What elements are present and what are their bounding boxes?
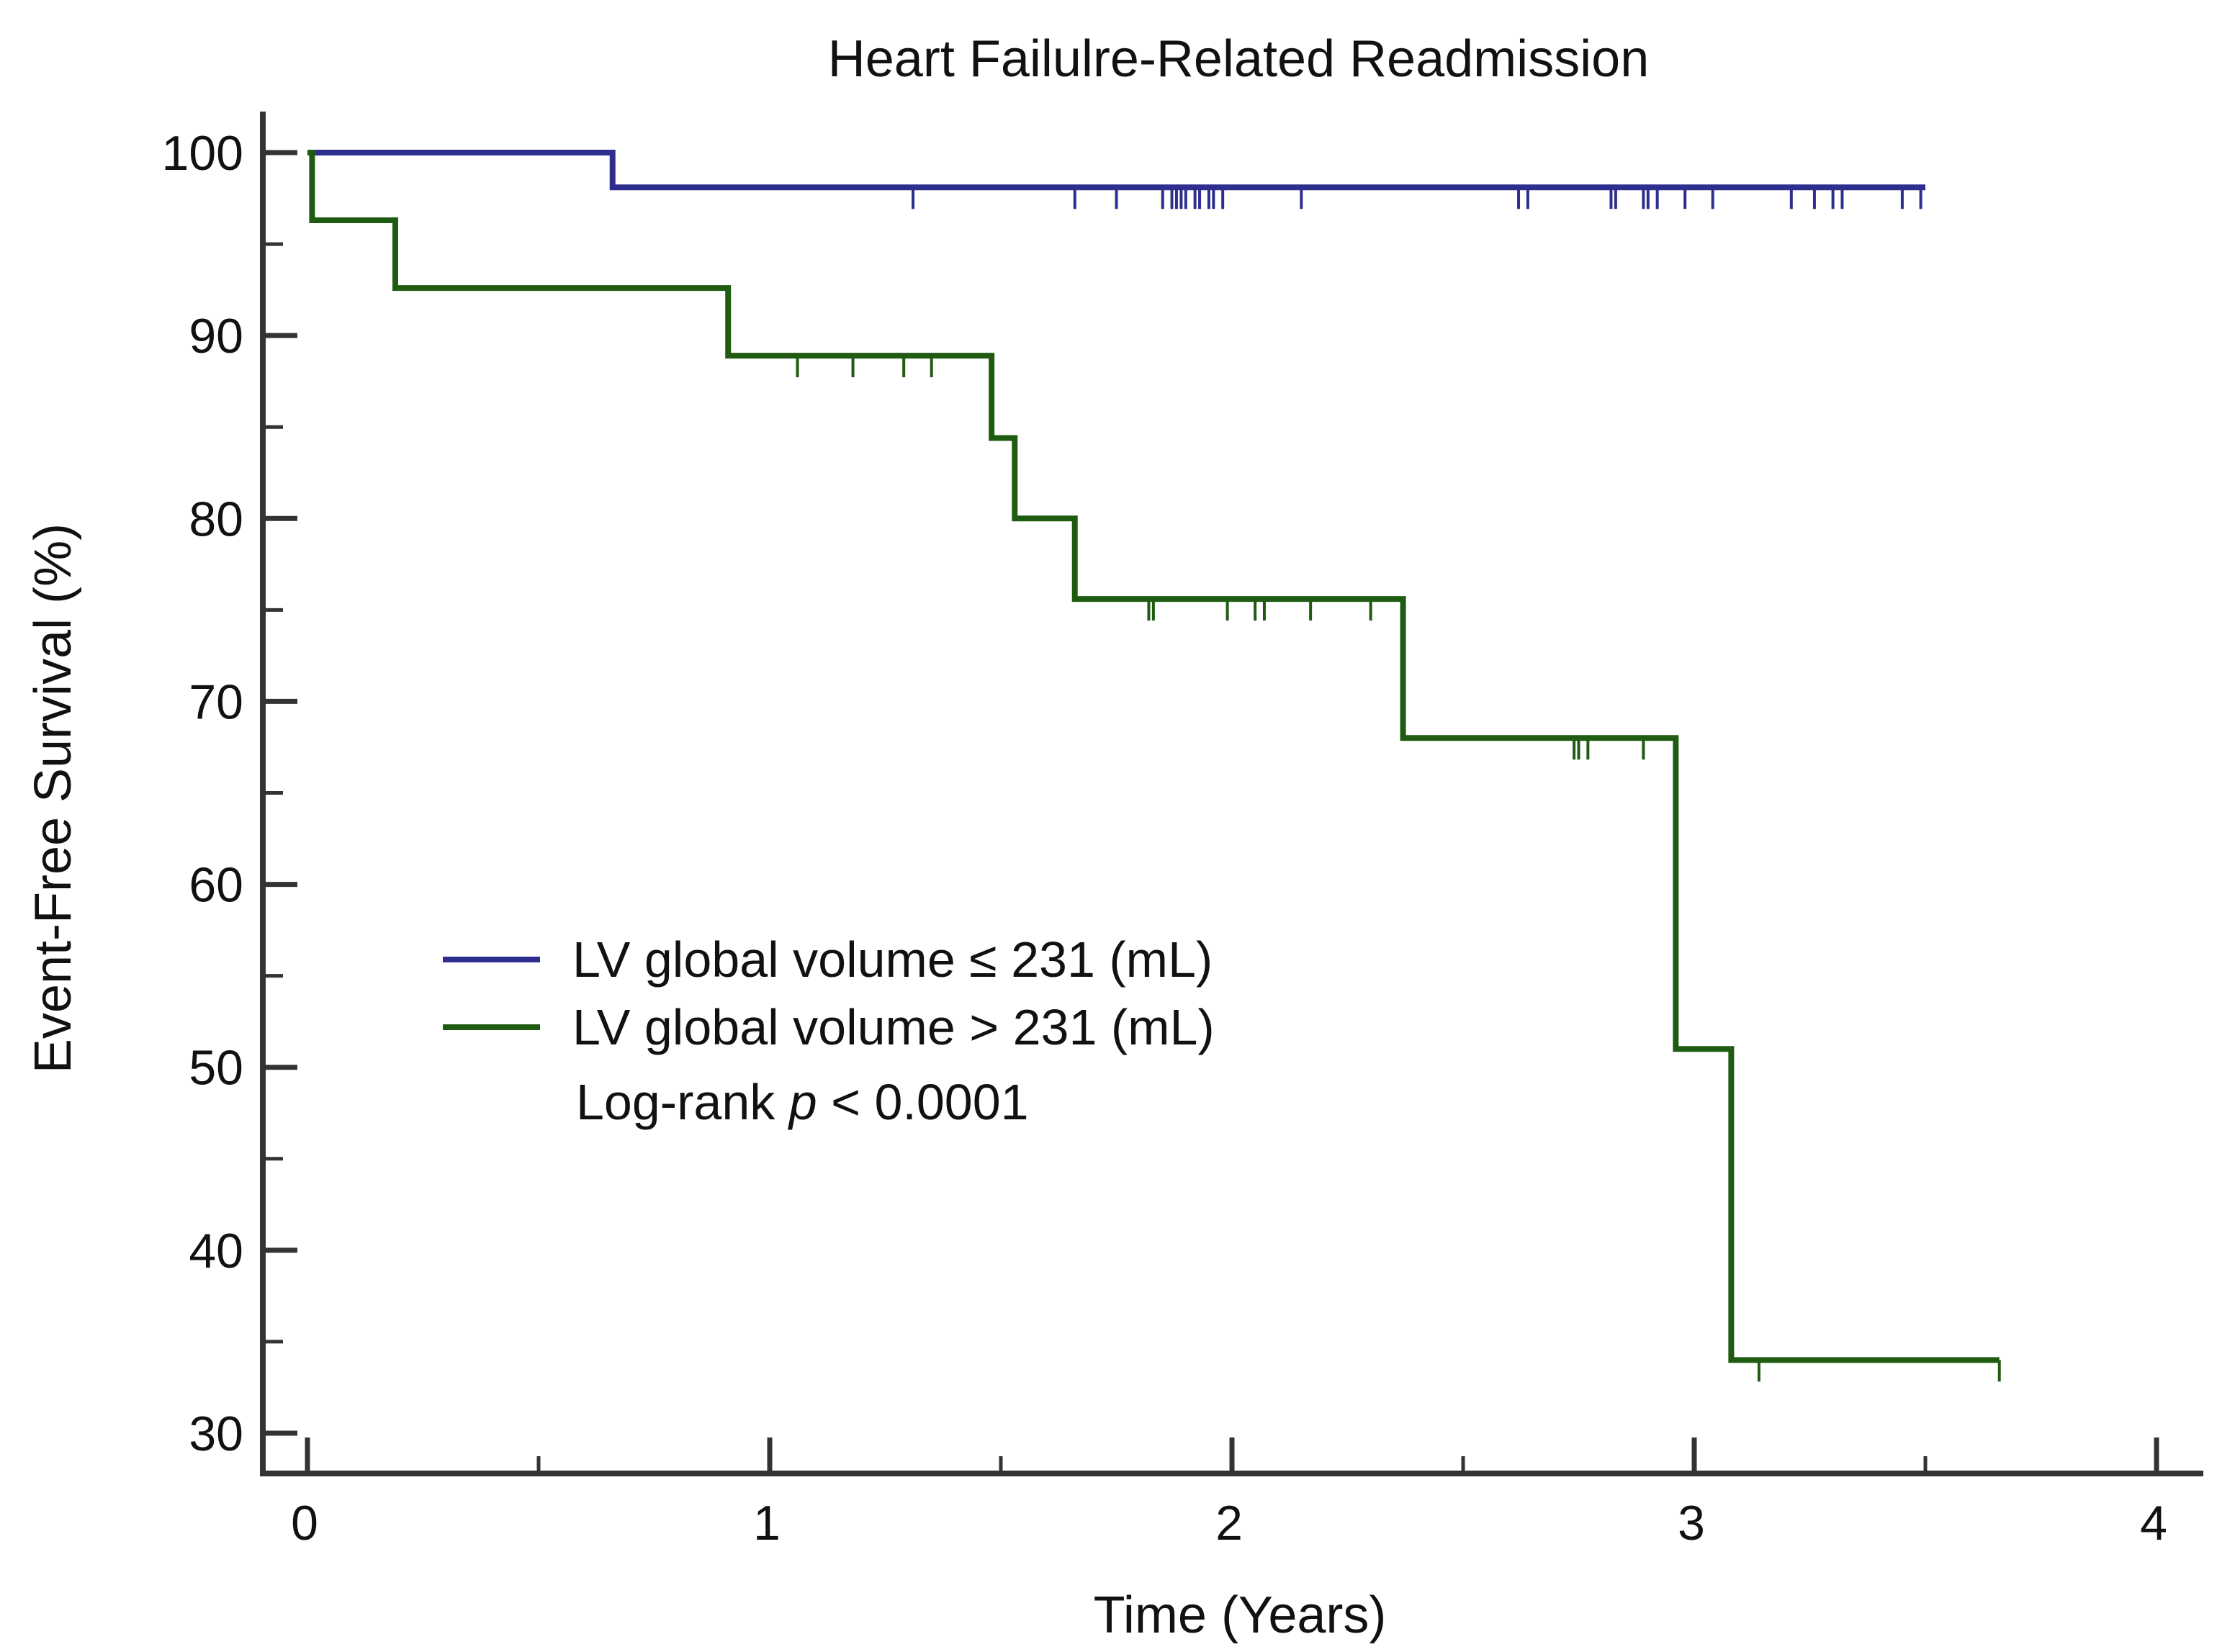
series-1 <box>307 150 2001 1382</box>
y-tick-label-40: 40 <box>189 1224 243 1278</box>
y-tick-label-50: 50 <box>189 1041 243 1096</box>
annotation-suffix: < 0.0001 <box>817 1074 1029 1130</box>
log-rank-annotation: Log-rank p < 0.0001 <box>576 1074 1029 1130</box>
y-tick-label-70: 70 <box>189 674 243 729</box>
x-axis-label: Time (Years) <box>1094 1586 1387 1644</box>
axis-ticks <box>263 150 2159 1473</box>
x-tick-label-3: 3 <box>1678 1496 1705 1551</box>
axis-tick-labels: 0 1 2 3 4 100 90 80 70 60 50 40 30 <box>162 126 2167 1551</box>
legend: LV global volume ≤ 231 (mL) LV global vo… <box>443 931 1215 1130</box>
survival-curve-1 <box>307 150 2000 1363</box>
chart-title: Heart Failulre-Related Readmission <box>828 30 1649 88</box>
x-tick-label-4: 4 <box>2140 1496 2167 1551</box>
x-tick-label-1: 1 <box>753 1496 781 1551</box>
legend-label-low-volume: LV global volume ≤ 231 (mL) <box>572 931 1213 988</box>
x-tick-label-0: 0 <box>291 1496 318 1551</box>
series-0 <box>307 150 1925 209</box>
annotation-prefix: Log-rank <box>576 1074 789 1130</box>
legend-label-high-volume: LV global volume > 231 (mL) <box>572 999 1215 1055</box>
survival-curve-0 <box>307 150 1925 191</box>
y-tick-label-60: 60 <box>189 858 243 913</box>
y-tick-label-80: 80 <box>189 492 243 546</box>
y-axis-label: Event-Free Survival (%) <box>24 523 82 1073</box>
survival-curves <box>307 150 2001 1382</box>
y-tick-label-100: 100 <box>162 126 243 181</box>
annotation-p-symbol: p <box>788 1074 817 1130</box>
y-tick-label-30: 30 <box>189 1407 243 1461</box>
y-tick-label-90: 90 <box>189 309 243 364</box>
x-tick-label-2: 2 <box>1215 1496 1243 1551</box>
